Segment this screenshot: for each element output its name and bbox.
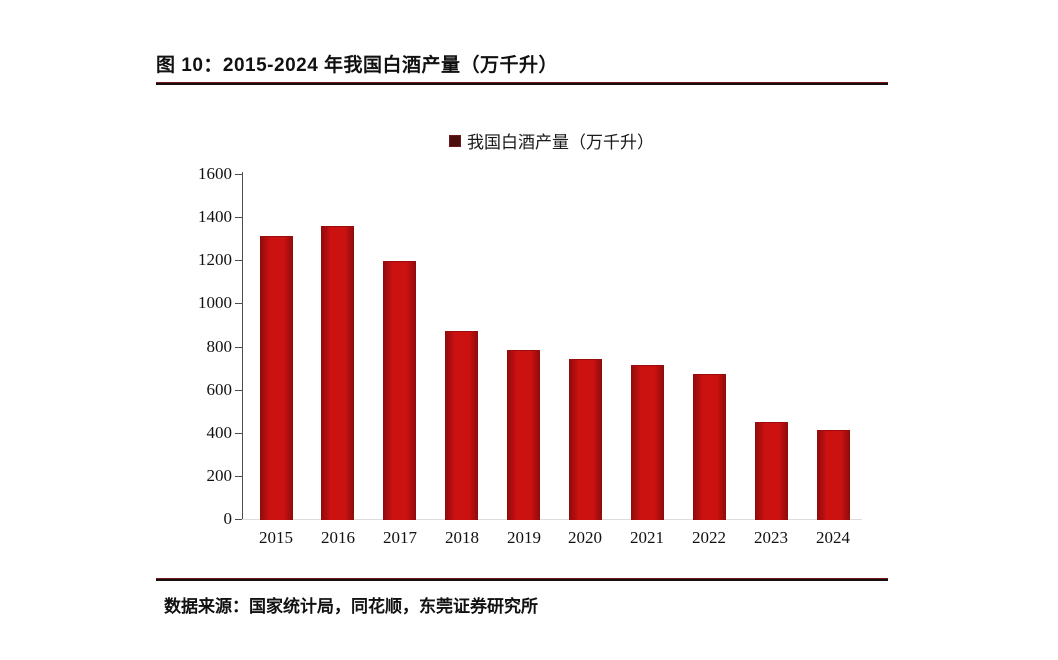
- bar-2024: [817, 430, 850, 520]
- y-axis-label-1000: 1000: [198, 293, 232, 313]
- bar-2023: [755, 422, 788, 520]
- x-axis-label-2022: 2022: [692, 528, 726, 547]
- y-axis-tick-400: [235, 432, 242, 434]
- x-axis-baseline: [242, 519, 862, 520]
- y-axis-label-800: 800: [206, 336, 233, 356]
- legend-marker-icon: [449, 134, 461, 147]
- x-axis-label-2019: 2019: [507, 528, 541, 547]
- source-note: 数据来源：国家统计局，同花顺，东莞证券研究所: [164, 597, 538, 616]
- x-axis-label-2015: 2015: [259, 528, 293, 547]
- bar-2017: [383, 261, 416, 520]
- y-axis-label-200: 200: [206, 465, 233, 485]
- x-axis-label-2020: 2020: [568, 528, 602, 547]
- bar-2015: [260, 236, 293, 520]
- legend-label: 我国白酒产量（万千升）: [467, 133, 654, 152]
- y-axis-tick-0: [235, 519, 242, 520]
- legend: 我国白酒产量（万千升）: [242, 128, 862, 153]
- figure-title: 图 10：2015-2024 年我国白酒产量（万千升）: [156, 55, 559, 76]
- bar-2020: [569, 359, 602, 520]
- y-axis-tick-1600: [235, 174, 242, 175]
- bar-2019: [507, 350, 540, 520]
- x-axis-label-2021: 2021: [630, 528, 664, 547]
- x-axis-label-2024: 2024: [816, 528, 850, 547]
- y-axis-label-1200: 1200: [198, 250, 232, 270]
- y-axis-label-1400: 1400: [198, 207, 232, 227]
- y-axis-label-400: 400: [206, 422, 233, 442]
- x-axis-label-2017: 2017: [383, 528, 417, 547]
- x-axis-label-2018: 2018: [445, 528, 479, 547]
- y-axis-tick-1000: [235, 303, 242, 305]
- y-axis-tick-1200: [235, 260, 242, 262]
- y-axis-tick-1400: [235, 217, 242, 219]
- y-axis-line: [242, 172, 243, 520]
- bar-2022: [693, 374, 726, 520]
- y-axis-label-0: 0: [223, 509, 233, 528]
- y-axis-tick-600: [235, 389, 242, 391]
- x-axis-label-2016: 2016: [321, 528, 355, 547]
- y-axis-label-1600: 1600: [198, 164, 232, 183]
- bar-2018: [445, 331, 478, 520]
- y-axis-tick-200: [235, 475, 242, 477]
- bar-2021: [631, 365, 664, 520]
- x-axis-label-2023: 2023: [754, 528, 788, 547]
- y-axis-tick-800: [235, 346, 242, 348]
- title-rule: [156, 82, 888, 85]
- y-axis-label-600: 600: [206, 379, 233, 399]
- bar-2016: [321, 226, 354, 520]
- footer-rule: [156, 578, 888, 581]
